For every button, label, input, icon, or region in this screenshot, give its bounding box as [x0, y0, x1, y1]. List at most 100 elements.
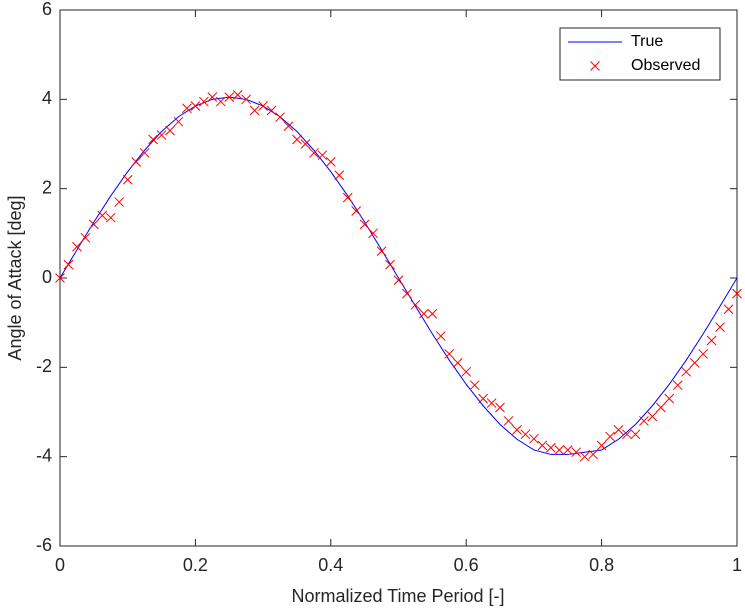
- marker: [588, 449, 598, 460]
- marker: [300, 139, 311, 149]
- x-tick-label: 0.8: [589, 555, 614, 575]
- marker: [114, 197, 125, 207]
- x-tick-label: 0: [55, 555, 65, 575]
- marker: [596, 440, 607, 451]
- marker: [495, 402, 505, 413]
- legend-label: True: [631, 33, 663, 50]
- legend-label: Observed: [631, 57, 700, 74]
- marker: [224, 92, 235, 102]
- marker: [80, 232, 91, 243]
- marker: [334, 170, 345, 181]
- marker: [435, 331, 446, 341]
- marker: [97, 210, 108, 221]
- marker: [199, 96, 209, 107]
- marker: [232, 90, 243, 100]
- marker: [732, 288, 742, 299]
- marker: [444, 349, 455, 359]
- marker: [503, 416, 514, 426]
- marker: [478, 393, 488, 404]
- y-tick-label: 4: [42, 88, 52, 108]
- marker: [325, 157, 336, 167]
- legend: True Observed: [559, 27, 721, 81]
- marker: [207, 92, 218, 102]
- y-axis-label: Angle of Attack [deg]: [5, 195, 25, 360]
- y-tick-label: -2: [36, 356, 52, 376]
- marker: [461, 366, 472, 377]
- marker: [393, 275, 404, 286]
- y-tick-label: 6: [42, 0, 52, 19]
- marker: [529, 433, 539, 444]
- marker: [182, 103, 192, 114]
- marker: [689, 358, 700, 368]
- marker: [190, 101, 201, 111]
- marker: [72, 241, 82, 252]
- marker: [622, 429, 632, 440]
- marker: [342, 192, 353, 203]
- marker: [402, 288, 412, 299]
- marker: [469, 380, 480, 391]
- marker: [215, 96, 226, 107]
- marker: [139, 148, 150, 158]
- marker: [681, 366, 692, 377]
- marker: [258, 101, 268, 111]
- marker: [410, 299, 421, 310]
- true-line: [59, 96, 738, 455]
- marker: [376, 246, 387, 257]
- marker: [148, 134, 158, 145]
- marker: [275, 112, 285, 123]
- marker: [571, 447, 582, 458]
- marker: [706, 335, 717, 346]
- marker: [647, 411, 658, 422]
- x-tick-label: 0.2: [183, 555, 208, 575]
- marker: [452, 358, 463, 368]
- marker: [715, 322, 725, 332]
- marker: [579, 451, 590, 462]
- marker: [385, 259, 395, 270]
- marker: [545, 442, 556, 453]
- y-tick-label: -4: [36, 445, 52, 465]
- marker: [156, 130, 167, 140]
- x-axis-label: Normalized Time Period [-]: [291, 586, 504, 606]
- legend-box: [559, 27, 721, 81]
- marker: [105, 212, 116, 223]
- marker: [173, 116, 184, 127]
- marker: [292, 134, 302, 145]
- marker: [664, 393, 675, 404]
- x-tick-label: 0.6: [454, 555, 479, 575]
- marker: [165, 125, 175, 136]
- marker: [131, 157, 142, 167]
- marker: [486, 398, 497, 408]
- marker: [630, 429, 641, 440]
- marker: [512, 425, 522, 435]
- marker: [613, 425, 624, 435]
- marker: [351, 206, 362, 216]
- marker: [554, 445, 565, 455]
- marker: [122, 174, 133, 185]
- x-tick-label: 1: [732, 555, 742, 575]
- marker: [317, 150, 328, 161]
- marker: [537, 440, 548, 451]
- y-tick-label: -6: [36, 535, 52, 555]
- marker: [419, 308, 429, 319]
- marker: [266, 105, 277, 116]
- marker: [655, 402, 666, 413]
- marker: [723, 304, 734, 315]
- y-tick-label: 2: [42, 177, 52, 197]
- marker: [672, 380, 683, 391]
- marker: [520, 429, 531, 440]
- marker: [639, 416, 649, 426]
- marker: [309, 148, 319, 158]
- marker: [55, 273, 65, 283]
- marker: [249, 105, 260, 116]
- observed-points: [55, 90, 742, 462]
- marker: [359, 219, 370, 230]
- marker: [427, 308, 438, 319]
- marker: [590, 61, 600, 71]
- marker: [63, 259, 74, 270]
- marker: [283, 121, 294, 131]
- marker: [88, 219, 99, 230]
- x-tick-label: 0.4: [318, 555, 343, 575]
- marker: [368, 228, 378, 239]
